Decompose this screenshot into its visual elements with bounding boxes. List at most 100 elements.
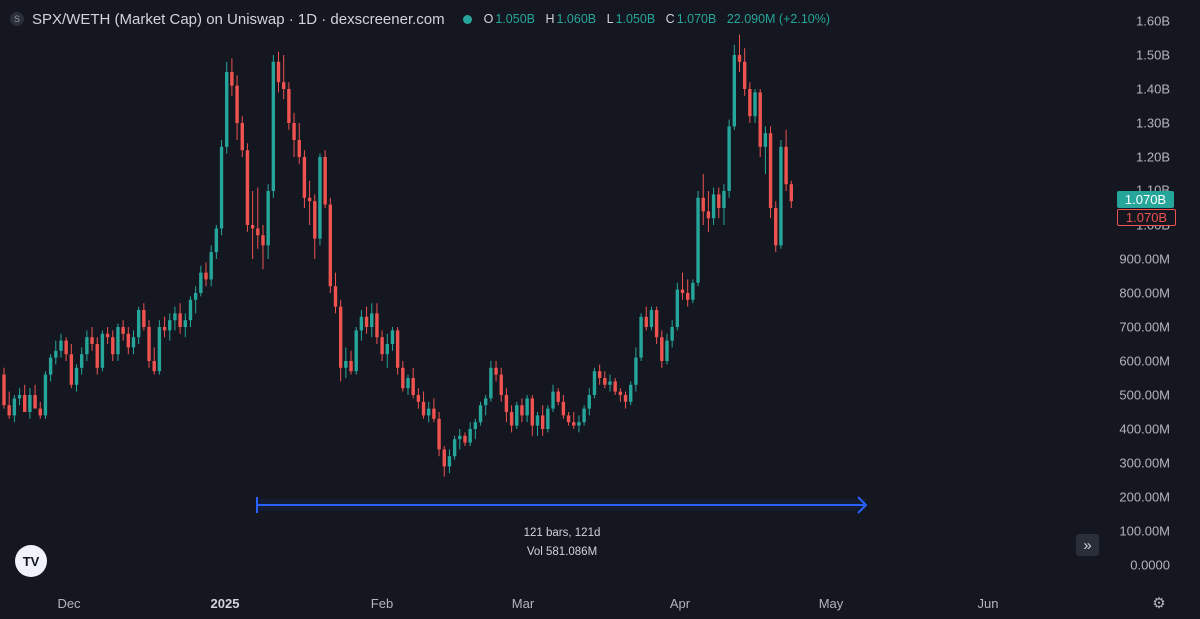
candle [401, 361, 405, 392]
candle [737, 34, 742, 72]
candle [287, 82, 291, 130]
candle [701, 174, 705, 225]
candle [74, 364, 79, 392]
candle-body [427, 408, 431, 416]
candle-body [535, 415, 540, 426]
candle-body [613, 381, 617, 392]
tradingview-logo-icon[interactable]: TV [15, 545, 47, 577]
candle [235, 75, 239, 140]
candle-body [515, 405, 519, 426]
price-tick-label: 900.00M [1119, 251, 1170, 267]
candle [162, 316, 167, 338]
candle-body [188, 299, 193, 321]
candle [230, 58, 234, 96]
candle-body [323, 157, 327, 205]
candle-body [432, 408, 436, 419]
candle-body [354, 330, 358, 372]
candle-body [478, 405, 483, 423]
price-tick-label: 1.20B [1136, 149, 1170, 165]
candle-body [328, 204, 333, 287]
time-tick-label: Jun [977, 596, 999, 611]
candle-body [333, 286, 338, 307]
candle-body [587, 395, 591, 409]
candle-body [768, 133, 773, 208]
candle [753, 89, 757, 123]
candle-body [753, 92, 757, 117]
candle-body [701, 197, 705, 212]
candle [717, 187, 721, 219]
candle-body [364, 316, 369, 327]
candle [551, 384, 555, 412]
candle [546, 405, 550, 433]
candle [48, 354, 53, 382]
price-tick-label: 400.00M [1119, 421, 1170, 437]
candle-body [370, 313, 374, 327]
candlestick-plot[interactable] [0, 0, 1110, 590]
price-tick-label: 1.50B [1136, 47, 1170, 63]
candle-body [572, 422, 576, 426]
candle [333, 272, 338, 314]
candle [43, 371, 48, 419]
candle [789, 180, 793, 208]
candle [654, 306, 659, 344]
candle [649, 306, 654, 331]
candle [152, 347, 156, 375]
candle-body [509, 412, 514, 426]
candle-body [779, 146, 783, 246]
current-price-tag: 1.070B [1117, 191, 1174, 208]
candle [199, 265, 203, 297]
candle [483, 395, 488, 416]
candle-body [214, 228, 219, 253]
candle [344, 347, 348, 378]
candle [696, 191, 700, 287]
candle-body [12, 398, 17, 416]
candle-body [742, 61, 747, 89]
candle [323, 150, 327, 208]
candle-body [136, 310, 141, 338]
measure-arrow-icon[interactable] [857, 496, 868, 514]
candle-body [458, 435, 462, 440]
candle [768, 126, 773, 219]
candle-body [447, 456, 452, 467]
candle-body [401, 367, 405, 389]
candle-body [520, 405, 524, 416]
price-tick-label: 0.0000 [1130, 557, 1170, 573]
candle-body [649, 310, 654, 327]
candle-body [162, 327, 167, 331]
open-value: 1.050B [495, 12, 535, 26]
candle [90, 327, 94, 351]
ohlc-legend: O 1.050B H 1.060B L 1.050B C 1.070B 22.090M … [484, 12, 837, 26]
candle [100, 330, 105, 372]
scroll-to-realtime-button[interactable]: » [1076, 534, 1099, 556]
candle-body [276, 61, 281, 83]
candle [494, 361, 498, 382]
candle [711, 187, 716, 225]
measure-volume-label: Vol 581.086M [526, 546, 598, 558]
candle-body [706, 211, 711, 219]
candle-body [209, 252, 213, 280]
candle [271, 55, 276, 198]
candle [680, 272, 685, 300]
candle [307, 180, 312, 225]
candle-body [230, 72, 234, 86]
candle [779, 140, 783, 249]
candle [447, 449, 452, 474]
candle [276, 51, 281, 93]
candle [380, 330, 384, 361]
candle [437, 412, 441, 457]
candle-body [660, 337, 664, 361]
candle [411, 367, 415, 399]
candle [535, 412, 540, 436]
candle-body [85, 337, 89, 355]
settings-gear-icon[interactable]: ⚙ [1152, 595, 1166, 612]
candle [416, 388, 421, 409]
candle-body [142, 310, 146, 327]
candle [349, 350, 353, 375]
candle-body [204, 272, 208, 280]
candle [395, 327, 400, 375]
candle-body [59, 340, 63, 351]
candle-body [168, 320, 172, 331]
candle [685, 279, 690, 307]
low-key: L [606, 12, 614, 26]
